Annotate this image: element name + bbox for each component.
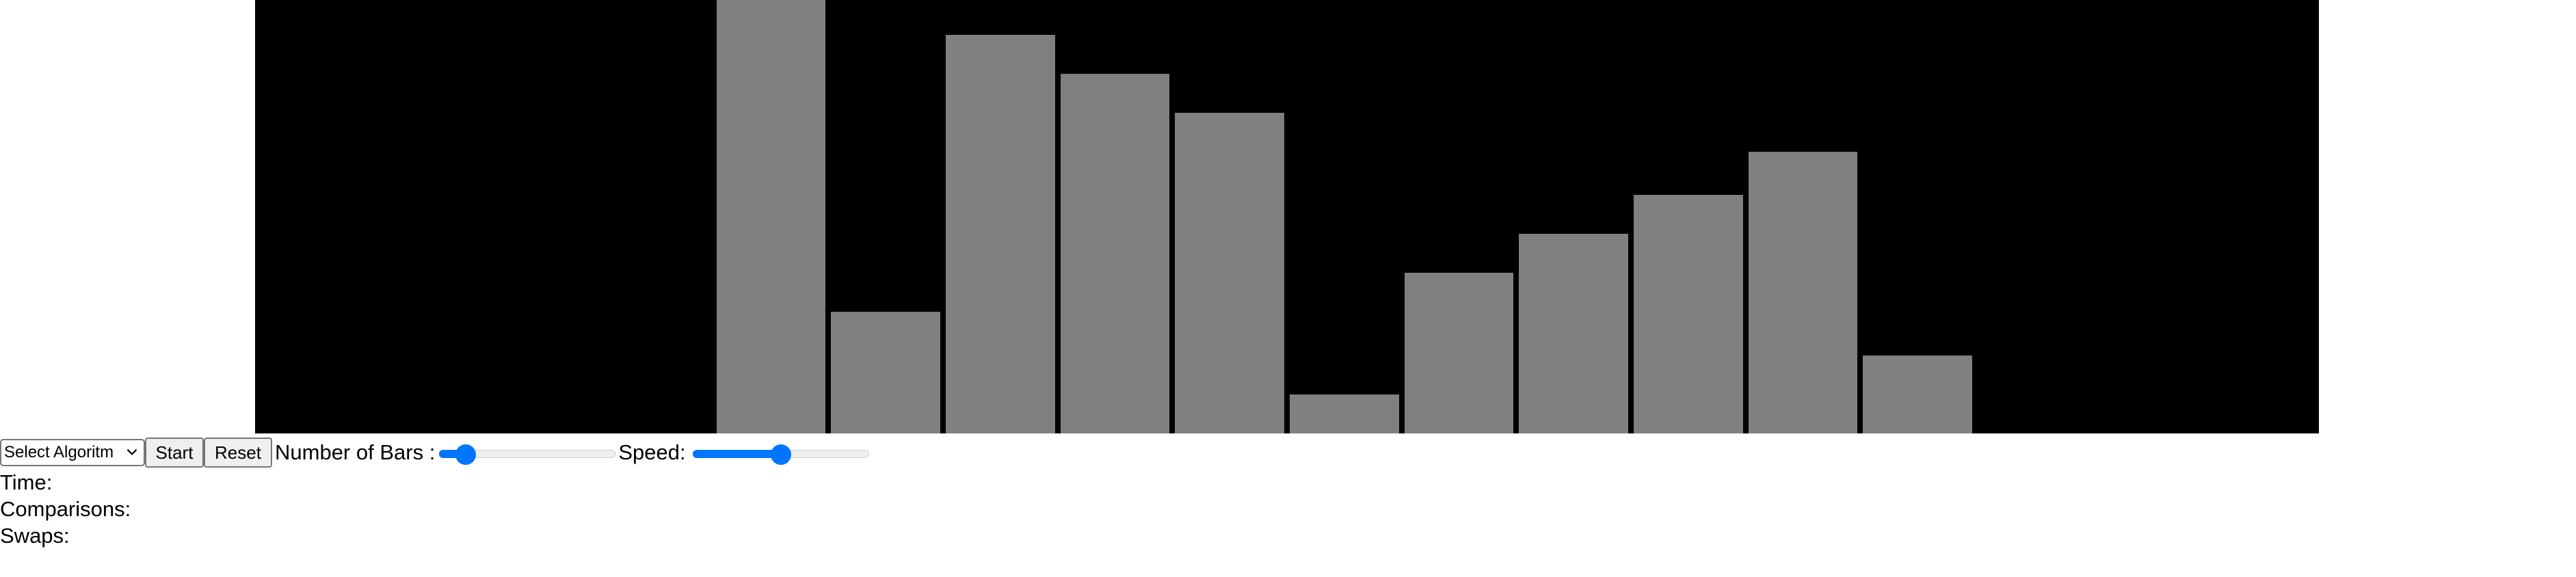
array-bar [1519,234,1628,433]
algorithm-select-value: Select Algoritm [4,443,114,461]
array-bar [1748,151,1858,433]
bar-visualization-area [255,0,2319,433]
reset-button[interactable]: Reset [204,438,272,468]
number-of-bars-label: Number of Bars : [275,440,436,464]
array-bar [1060,73,1170,433]
array-bar [1290,394,1399,433]
speed-slider[interactable] [692,439,869,466]
controls-bar: Select Algoritm Start Reset Number of Ba… [0,438,869,468]
array-bar [1175,112,1284,433]
time-stat: Time: [0,470,53,494]
array-bar [1634,195,1743,433]
array-bar [1404,273,1514,433]
swaps-stat: Swaps: [0,524,70,548]
comparisons-stat: Comparisons: [0,497,131,521]
slider-thumb[interactable] [455,444,476,465]
chevron-down-icon [127,448,137,455]
start-button[interactable]: Start [145,438,204,468]
array-bar [946,34,1055,433]
slider-thumb[interactable] [770,444,791,465]
number-of-bars-slider[interactable] [439,439,616,466]
array-bar [831,312,940,433]
algorithm-select[interactable]: Select Algoritm [0,439,145,466]
slider-fill [692,450,781,458]
array-bar [716,0,826,433]
stats-panel: Time: Comparisons: Swaps: [0,469,131,549]
speed-label: Speed: [618,440,686,464]
array-bar [1863,355,1972,433]
